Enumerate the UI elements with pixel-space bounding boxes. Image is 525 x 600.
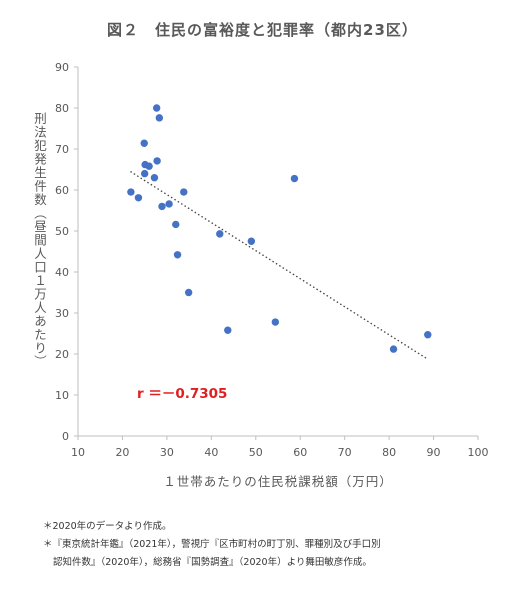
data-point <box>140 169 149 178</box>
y-tick-label: 10 <box>55 389 69 402</box>
y-tick-label: 20 <box>55 348 69 361</box>
x-tick-label: 40 <box>204 446 218 459</box>
data-point <box>173 251 182 259</box>
y-tick-label: 60 <box>55 184 69 197</box>
data-point <box>224 326 232 334</box>
x-tick-label: 90 <box>427 446 441 459</box>
x-tick-label: 80 <box>382 446 396 459</box>
x-tick-label: 30 <box>160 446 174 459</box>
data-point <box>140 139 148 147</box>
footnote-1: ＊2020年のデータより作成。 <box>43 521 172 532</box>
x-tick-label: 60 <box>293 446 307 459</box>
data-point <box>389 345 398 353</box>
y-tick-label: 30 <box>55 307 69 320</box>
y-tick-label: 0 <box>62 430 69 443</box>
footnote-3: 認知件数』（2020年），総務省『国勢調査』（2020年）より舞田敏彦作成。 <box>53 557 372 568</box>
footnote-2: ＊『東京統計年鑑』（2021年），警視庁『区市町村の町丁別、罪種別及び手口別 <box>43 539 381 550</box>
y-tick-label: 90 <box>55 61 69 74</box>
data-point <box>134 194 143 202</box>
trend-line <box>130 171 428 360</box>
data-point <box>184 288 193 297</box>
data-point <box>247 237 256 245</box>
data-point <box>150 174 159 182</box>
correlation-annotation: r ＝－0.7305 <box>137 386 228 402</box>
data-point <box>153 157 161 165</box>
x-tick-label: 50 <box>249 446 263 459</box>
data-point <box>424 331 432 339</box>
y-axis-label: 刑法犯発生件数（昼間人口１万人あたり） <box>32 112 47 369</box>
y-tick-label: 80 <box>55 102 69 115</box>
data-point <box>145 162 153 170</box>
data-point <box>172 220 180 229</box>
x-tick-label: 10 <box>71 446 85 459</box>
data-point <box>290 174 299 183</box>
data-point <box>152 104 161 112</box>
data-point <box>216 230 224 238</box>
x-tick-label: 20 <box>115 446 129 459</box>
data-point <box>165 200 173 208</box>
data-point <box>180 188 188 196</box>
y-tick-label: 50 <box>55 225 69 238</box>
data-point <box>155 114 164 122</box>
y-tick-label: 70 <box>55 143 69 156</box>
x-axis-label: １世帯あたりの住民税課税額（万円） <box>163 474 393 489</box>
data-point <box>127 188 135 196</box>
data-point <box>158 202 166 211</box>
x-tick-label: 100 <box>468 446 489 459</box>
chart-title: 図２ 住民の富裕度と犯罪率（都内23区） <box>107 21 418 39</box>
data-point <box>271 318 280 326</box>
x-tick-label: 70 <box>338 446 352 459</box>
y-tick-label: 40 <box>55 266 69 279</box>
